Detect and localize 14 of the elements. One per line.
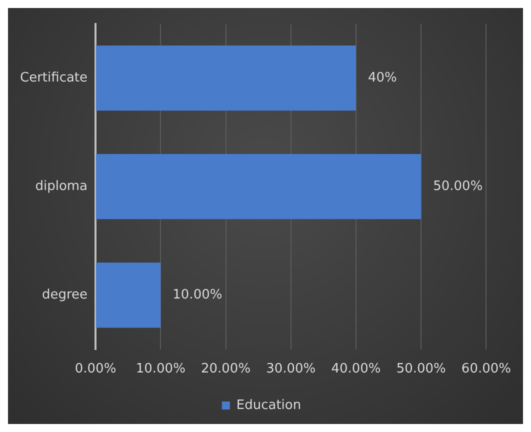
x-tick-label: 20.00% [200, 362, 251, 377]
y-tick-label: diploma [35, 178, 88, 194]
x-tick-label: 30.00% [266, 362, 316, 377]
x-tick-label: 0.00% [74, 362, 116, 377]
data-label: 50.00% [433, 178, 483, 194]
x-tick-label: 40.00% [331, 362, 381, 377]
x-tick-label: 60.00% [461, 362, 512, 377]
x-tick-label: 10.00% [136, 362, 186, 377]
data-label: 10.00% [172, 288, 222, 303]
y-tick-label: degree [42, 288, 88, 303]
data-label: 40% [368, 70, 397, 86]
x-tick-label: 50.00% [396, 362, 446, 377]
legend-label: Education [236, 398, 302, 413]
y-tick-label: Certificate [20, 70, 88, 86]
